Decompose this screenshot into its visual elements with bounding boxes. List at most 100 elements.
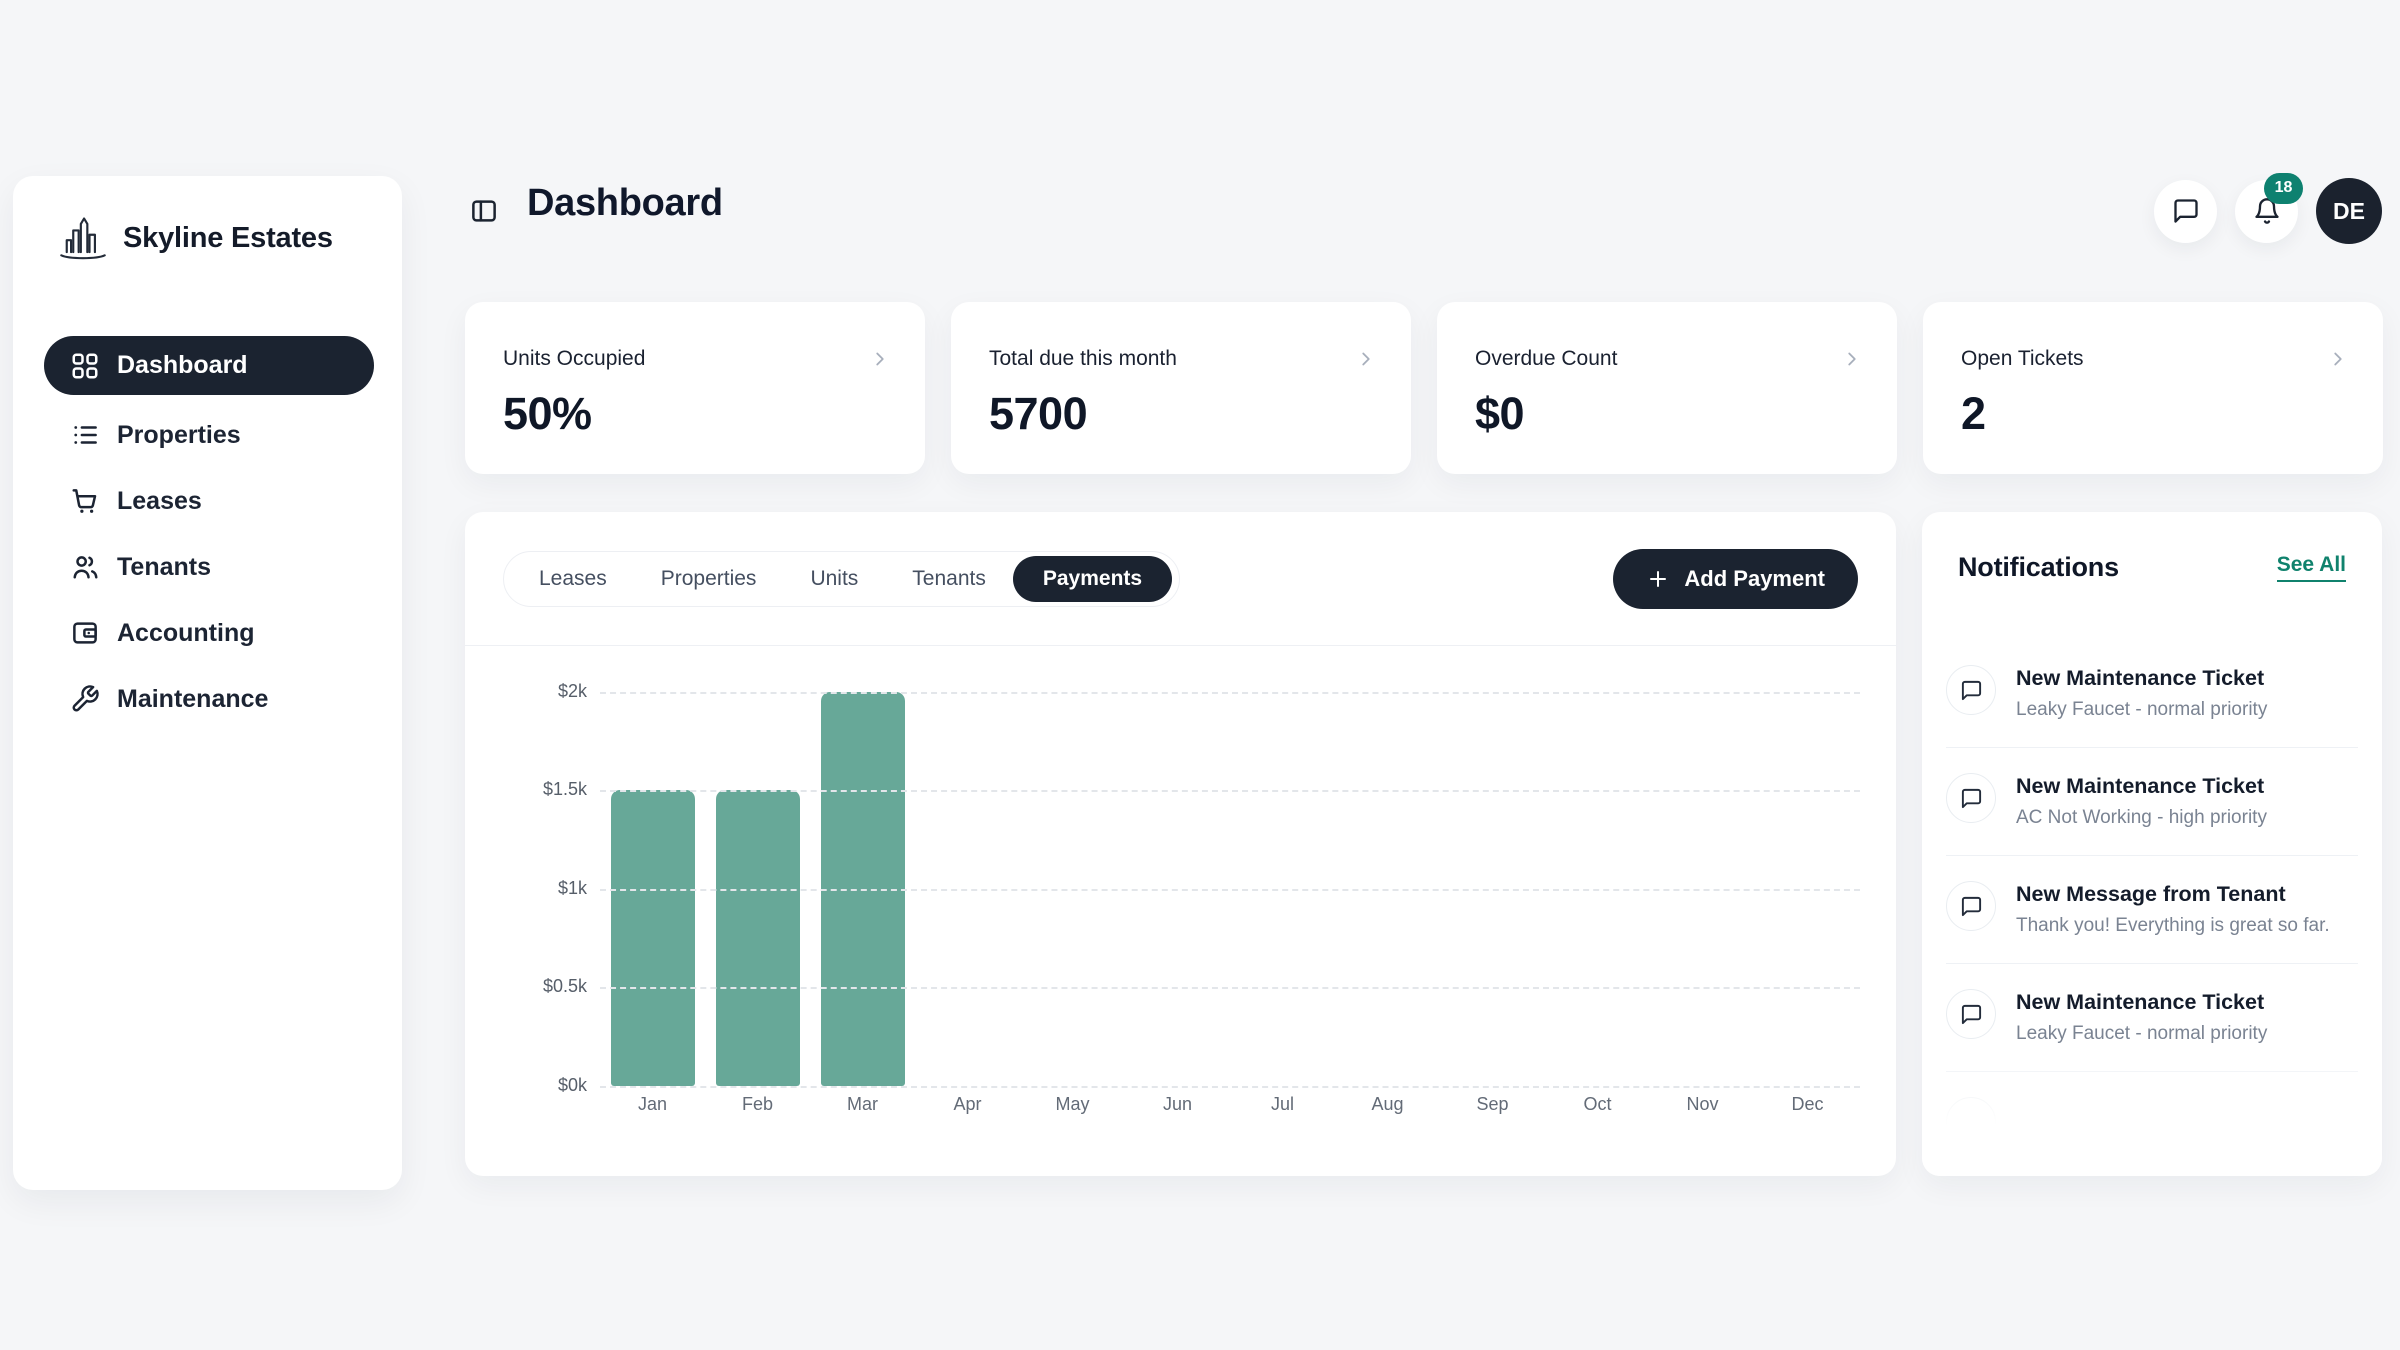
- y-tick-label: $0k: [557, 1075, 587, 1095]
- y-tick-label: $1.5k: [542, 779, 587, 800]
- chevron-right-icon[interactable]: [1841, 348, 1863, 370]
- notification-title: New Maintenance Ticket: [2016, 774, 2265, 798]
- bar-jan[interactable]: [610, 790, 695, 1086]
- tab-tenants[interactable]: Tenants: [912, 566, 986, 590]
- sidebar-item-label: Maintenance: [117, 684, 269, 713]
- bell-icon: [2253, 197, 2281, 225]
- user-avatar[interactable]: DE: [2316, 178, 2382, 244]
- page-title: Dashboard: [527, 182, 723, 224]
- notification-subtitle: Thank you! Everything is great so far.: [2016, 915, 2330, 936]
- stat-card-total-due[interactable]: Total due this month 5700: [951, 302, 1411, 474]
- gridline-$0.5k: [600, 987, 1860, 990]
- chart-plot-area: [600, 672, 1860, 1088]
- notification-item[interactable]: New Maintenance Ticket Leaky Faucet - no…: [1946, 963, 2358, 1071]
- stat-label: Total due this month: [989, 347, 1177, 370]
- notifications-title: Notifications: [1958, 552, 2119, 582]
- plus-icon: [1646, 567, 1670, 591]
- tab-payments[interactable]: Payments: [1012, 555, 1173, 602]
- x-tick-label-jul: Jul: [1270, 1094, 1294, 1114]
- message-bubble-icon: [1946, 665, 1996, 715]
- notification-subtitle: AC Not Working - high priority: [2016, 807, 2267, 828]
- sidebar-item-dashboard[interactable]: Dashboard: [44, 336, 374, 395]
- messages-button[interactable]: [2154, 179, 2217, 243]
- brand-header: Skyline Estates: [13, 176, 402, 264]
- x-tick-label-oct: Oct: [1583, 1094, 1612, 1114]
- sidebar-nav: Dashboard Properties: [13, 336, 402, 732]
- notification-count-badge: 18: [2264, 172, 2303, 204]
- message-bubble-icon: [1946, 881, 1996, 931]
- y-tick-label: $2k: [557, 680, 587, 701]
- bar-slot-may: [1020, 672, 1125, 1086]
- stat-value: 5700: [989, 388, 1088, 439]
- sidebar-item-label: Tenants: [117, 552, 211, 581]
- x-tick-label-jan: Jan: [637, 1094, 668, 1114]
- sidebar-item-label: Accounting: [117, 618, 255, 647]
- stat-label: Overdue Count: [1475, 347, 1618, 370]
- payments-panel: Leases Properties Units Tenants Payments…: [465, 512, 1896, 1176]
- notification-item[interactable]: New Maintenance Ticket AC Not Working - …: [1946, 747, 2358, 855]
- stat-label: Units Occupied: [503, 347, 646, 370]
- notification-item[interactable]: New Message from Tenant Thank you! Every…: [1946, 855, 2358, 963]
- y-tick-label: $0.5k: [542, 976, 587, 997]
- sidebar-item-label: Properties: [117, 420, 241, 449]
- bar-slot-feb: [705, 672, 810, 1086]
- bar-slot-sep: [1440, 672, 1545, 1086]
- chevron-right-icon[interactable]: [1355, 348, 1377, 370]
- notifications-header: Notifications See All: [1958, 552, 2346, 583]
- gridline-$1.5k: [600, 790, 1860, 793]
- divider: [465, 645, 1896, 646]
- header-actions: 18 DE: [2154, 172, 2382, 244]
- bar-slot-dec: [1755, 672, 1860, 1086]
- bar-slot-jun: [1125, 672, 1230, 1086]
- message-bubble-icon: [1946, 773, 1996, 823]
- chevron-right-icon[interactable]: [2327, 348, 2349, 370]
- bar-slot-aug: [1335, 672, 1440, 1086]
- see-all-link[interactable]: See All: [2276, 553, 2346, 582]
- chevron-right-icon[interactable]: [869, 348, 891, 370]
- x-tick-label-sep: Sep: [1476, 1094, 1509, 1114]
- x-tick-label-mar: Mar: [847, 1094, 878, 1114]
- bar-slot-nov: [1650, 672, 1755, 1086]
- stat-cards-row: Units Occupied 50% Total due this month …: [465, 302, 2383, 474]
- x-tick-label-nov: Nov: [1686, 1094, 1719, 1114]
- sidebar-item-accounting[interactable]: Accounting: [44, 600, 374, 666]
- stat-card-units-occupied[interactable]: Units Occupied 50%: [465, 302, 925, 474]
- stat-value: $0: [1475, 388, 1525, 439]
- gridline-$1k: [600, 888, 1860, 891]
- list-fade-overlay: [1922, 1051, 2382, 1176]
- bar-slot-jul: [1230, 672, 1335, 1086]
- sidebar-toggle-icon[interactable]: [469, 196, 499, 226]
- notification-item[interactable]: New Maintenance Ticket Leaky Faucet - no…: [1946, 640, 2358, 747]
- wallet-icon: [70, 618, 100, 648]
- page-header: Dashboard 18: [465, 0, 2382, 250]
- panel-tabs: Leases Properties Units Tenants Payments: [503, 550, 1181, 607]
- notification-title: New Maintenance Ticket: [2016, 666, 2265, 690]
- payments-bar-chart: $0k $0.5k $1k $1.5k $2k Jan Feb Mar Apr May Jun Ju…: [465, 512, 1896, 1176]
- notifications-list: New Maintenance Ticket Leaky Faucet - no…: [1946, 640, 2358, 1172]
- stat-card-overdue-count[interactable]: Overdue Count $0: [1437, 302, 1897, 474]
- tab-properties[interactable]: Properties: [660, 566, 757, 590]
- tab-units[interactable]: Units: [810, 566, 859, 590]
- stat-card-open-tickets[interactable]: Open Tickets 2: [1923, 302, 2383, 474]
- users-icon: [70, 552, 100, 582]
- notifications-button[interactable]: 18: [2235, 172, 2303, 243]
- add-payment-button[interactable]: Add Payment: [1613, 548, 1858, 609]
- sidebar-item-tenants[interactable]: Tenants: [44, 534, 374, 600]
- sidebar-item-properties[interactable]: Properties: [44, 402, 374, 468]
- bar-slot-apr: [915, 672, 1020, 1086]
- message-bubble-icon: [1946, 989, 1996, 1039]
- list-icon: [70, 420, 100, 450]
- chart-x-axis: Jan Feb Mar Apr May Jun Jul Aug Sep Oct Nov Dec: [600, 1094, 1860, 1115]
- x-tick-label-jun: Jun: [1162, 1094, 1193, 1114]
- sidebar-item-leases[interactable]: Leases: [44, 468, 374, 534]
- sidebar-item-label: Leases: [117, 486, 202, 515]
- bar-feb[interactable]: [715, 790, 800, 1086]
- sidebar-item-maintenance[interactable]: Maintenance: [44, 666, 374, 732]
- x-tick-label-aug: Aug: [1371, 1094, 1404, 1114]
- tab-leases[interactable]: Leases: [539, 566, 607, 590]
- sidebar-item-label: Dashboard: [117, 351, 248, 379]
- panel-toolbar: Leases Properties Units Tenants Payments…: [503, 548, 1858, 609]
- x-tick-label-dec: Dec: [1791, 1094, 1824, 1114]
- wrench-icon: [70, 684, 100, 714]
